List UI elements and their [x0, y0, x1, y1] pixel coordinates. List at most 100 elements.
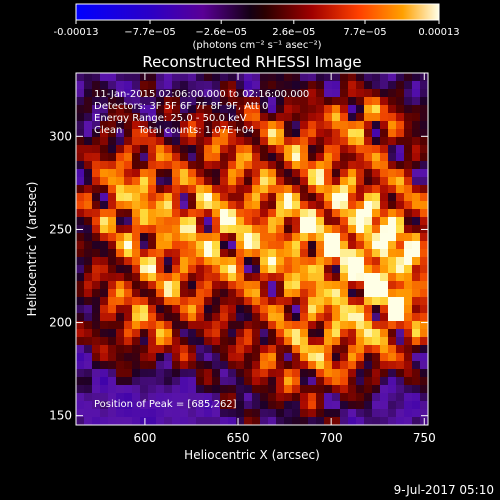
heatmap-cell	[76, 137, 85, 146]
heatmap-cell	[372, 321, 381, 330]
heatmap-cell	[92, 137, 101, 146]
heatmap-cell	[252, 377, 261, 386]
heatmap-cell	[404, 209, 413, 218]
heatmap-cell	[228, 361, 237, 370]
heatmap-cell	[156, 313, 165, 322]
heatmap-cell	[300, 177, 309, 186]
heatmap-cell	[244, 257, 253, 266]
heatmap-cell	[308, 185, 317, 194]
heatmap-cell	[260, 281, 269, 290]
heatmap-cell	[260, 305, 269, 314]
heatmap-cell	[212, 113, 221, 122]
heatmap-cell	[220, 281, 229, 290]
heatmap-cell	[348, 369, 357, 378]
heatmap-cell	[420, 377, 428, 386]
heatmap-cell	[308, 305, 317, 314]
heatmap-cell	[332, 185, 341, 194]
heatmap-cell	[148, 161, 157, 170]
heatmap-cell	[292, 185, 301, 194]
heatmap-cell	[356, 153, 365, 162]
heatmap-cell	[252, 289, 261, 298]
heatmap-cell	[100, 345, 109, 354]
heatmap-cell	[276, 89, 285, 98]
heatmap-cell	[180, 113, 189, 122]
heatmap-cell	[140, 113, 149, 122]
heatmap-cell	[108, 265, 117, 274]
heatmap-cell	[188, 321, 197, 330]
heatmap-cell	[388, 265, 397, 274]
heatmap-cell	[124, 377, 133, 386]
heatmap-cell	[100, 393, 109, 402]
heatmap-cell	[132, 393, 141, 402]
heatmap-cell	[148, 273, 157, 282]
heatmap-cell	[340, 305, 349, 314]
heatmap-cell	[132, 249, 141, 258]
heatmap-cell	[412, 265, 421, 274]
heatmap-cell	[196, 281, 205, 290]
heatmap-cell	[324, 273, 333, 282]
heatmap-cell	[180, 257, 189, 266]
heatmap-cell	[316, 393, 325, 402]
colorbar-tick-label: −7.7e−05	[124, 27, 176, 38]
heatmap-cell	[300, 249, 309, 258]
heatmap-cell	[172, 153, 181, 162]
heatmap-cell	[348, 73, 357, 82]
heatmap-cell	[340, 137, 349, 146]
heatmap-cell	[196, 81, 205, 90]
heatmap-cell	[196, 265, 205, 274]
heatmap-cell	[244, 289, 253, 298]
heatmap-cell	[116, 225, 125, 234]
heatmap-cell	[148, 393, 157, 402]
heatmap-cell	[92, 249, 101, 258]
heatmap-cell	[252, 393, 261, 402]
heatmap-cell	[372, 161, 381, 170]
heatmap-cell	[156, 337, 165, 346]
heatmap-cell	[292, 345, 301, 354]
heatmap-cell	[348, 193, 357, 202]
heatmap-cell	[124, 417, 133, 425]
heatmap-cell	[212, 265, 221, 274]
heatmap-cell	[340, 169, 349, 178]
heatmap-cell	[324, 169, 333, 178]
heatmap-cell	[204, 73, 213, 82]
heatmap-cell	[252, 361, 261, 370]
heatmap-cell	[180, 417, 189, 425]
heatmap-cell	[372, 289, 381, 298]
heatmap-cell	[244, 161, 253, 170]
heatmap-cell	[420, 329, 428, 338]
heatmap-cell	[292, 113, 301, 122]
heatmap-cell	[252, 185, 261, 194]
heatmap-cell	[284, 265, 293, 274]
heatmap-cell	[340, 89, 349, 98]
heatmap-cell	[212, 161, 221, 170]
heatmap-cell	[388, 153, 397, 162]
heatmap-cell	[340, 81, 349, 90]
heatmap-cell	[124, 137, 133, 146]
x-axis-label: Heliocentric X (arcsec)	[184, 448, 320, 462]
heatmap-cell	[404, 345, 413, 354]
heatmap-cell	[84, 289, 93, 298]
heatmap-cell	[396, 377, 405, 386]
heatmap-cell	[108, 129, 117, 138]
heatmap-cell	[196, 73, 205, 82]
heatmap-cell	[372, 217, 381, 226]
heatmap-cell	[244, 185, 253, 194]
heatmap-cell	[140, 185, 149, 194]
heatmap-cell	[324, 345, 333, 354]
heatmap-cell	[292, 241, 301, 250]
heatmap-cell	[404, 241, 413, 250]
heatmap-cell	[244, 217, 253, 226]
heatmap-cell	[228, 225, 237, 234]
heatmap-cell	[124, 353, 133, 362]
heatmap-cell	[260, 73, 269, 82]
heatmap-cell	[300, 145, 309, 154]
heatmap-cell	[124, 185, 133, 194]
heatmap-cell	[412, 209, 421, 218]
heatmap-cell	[92, 241, 101, 250]
heatmap-cell	[92, 233, 101, 242]
heatmap-cell	[364, 145, 373, 154]
heatmap-cell	[404, 129, 413, 138]
heatmap-cell	[76, 297, 85, 306]
heatmap-cell	[108, 401, 117, 410]
